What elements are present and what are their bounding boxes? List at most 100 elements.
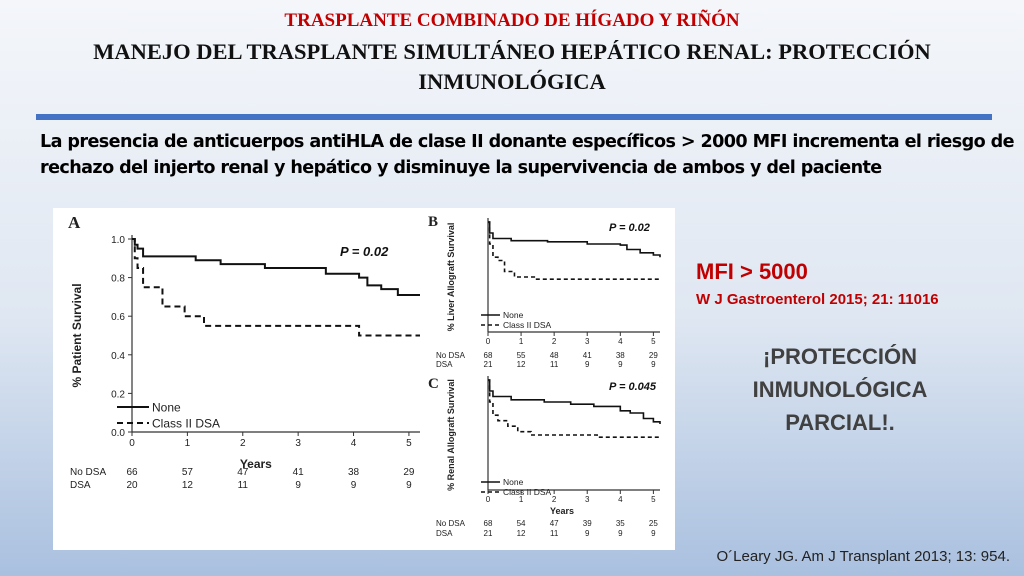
panel-b-x-tick-label: 4 (618, 337, 623, 346)
panel-a-series-none (132, 238, 420, 296)
panel-a-legend-label: Class II DSA (152, 417, 220, 431)
panel-b-legend-label: Class II DSA (503, 320, 552, 330)
panel-b-x-tick-label: 3 (585, 337, 590, 346)
panel-a-legend-label: None (152, 401, 181, 415)
panel-b-risk-value: 11 (550, 360, 559, 369)
panel-c-y-axis-label: % Renal Allograft Survival (446, 379, 456, 491)
panel-b-risk-value: 41 (583, 351, 592, 360)
panel-a-x-tick-label: 3 (295, 438, 301, 449)
panel-a-x-tick-label: 1 (185, 438, 191, 449)
title-divider (36, 114, 992, 120)
panel-a-risk-value: 47 (237, 467, 249, 478)
panel-a-y-tick-label: 0.0 (111, 428, 125, 439)
panel-c-risk-value: 9 (618, 529, 623, 538)
panel-c-p-value: P = 0.045 (609, 381, 657, 393)
panel-a-x-tick-label: 2 (240, 438, 246, 449)
panel-c-series-class-ii-dsa (488, 379, 661, 439)
panel-b-risk-value: 9 (585, 360, 590, 369)
panel-b-legend-label: None (503, 310, 524, 320)
panel-c-risk-value: 11 (550, 529, 559, 538)
panel-c-x-tick-label: 4 (618, 495, 623, 504)
survival-curves-svg: A0 1 2 3 4 50.00.20.40.60.81.0% Patient Survi… (68, 213, 661, 538)
panel-b-risk-value: 12 (517, 360, 526, 369)
panel-b-letter: B (428, 214, 438, 230)
panel-c-letter: C (428, 376, 439, 392)
panel-a-risk-row-label: DSA (70, 480, 91, 491)
panel-c-risk-value: 9 (651, 529, 656, 538)
panel-a-y-axis-label: % Patient Survival (70, 283, 84, 387)
panel-b-risk-row-label: No DSA (436, 351, 466, 360)
mfi-threshold: MFI > 5000 (696, 259, 808, 284)
panel-a-risk-value: 9 (351, 480, 357, 491)
panel-c-risk-value: 68 (484, 519, 493, 528)
panel-b-risk-value: 55 (517, 351, 526, 360)
panel-c-risk-value: 35 (616, 519, 625, 528)
survival-figure: A 0 1 2 3 4 5 0.0 0.2 0.4 0.6 0.8 1.0% Patient Survi… (53, 208, 675, 550)
panel-a-series-class-ii-dsa (132, 238, 420, 337)
panel-a-risk-value: 11 (238, 480, 249, 491)
panel-c-x-tick-label: 1 (519, 495, 524, 504)
slide-topic: TRASPLANTE COMBINADO DE HÍGADO Y RIÑÓN (284, 10, 740, 31)
protection-line-2: INMUNOLÓGICA (752, 377, 928, 402)
panel-a-risk-value: 12 (182, 480, 194, 491)
mfi-reference: W J Gastroenterol 2015; 21: 11016 (696, 291, 939, 308)
panel-a-risk-value: 38 (348, 467, 360, 478)
panel-c-x-tick-label: 0 (486, 495, 491, 504)
panel-a-risk-value: 41 (293, 467, 305, 478)
panel-c-risk-value: 12 (517, 529, 526, 538)
panel-a-x-axis-label: Years (240, 457, 272, 471)
panel-c-x-tick-label: 3 (585, 495, 590, 504)
panel-a-risk-value: 29 (403, 467, 415, 478)
panel-c-legend-label: None (503, 477, 524, 487)
panel-b-risk-value: 38 (616, 351, 625, 360)
panel-c-risk-value: 54 (517, 519, 526, 528)
panel-c-risk-value: 9 (585, 529, 590, 538)
panel-b-series-none (488, 221, 661, 258)
intro-text: La presencia de anticuerpos antiHLA de c… (40, 132, 1015, 178)
panel-b-p-value: P = 0.02 (609, 222, 650, 234)
panel-a-x-tick-label: 4 (351, 438, 357, 449)
panel-c-legend-label: Class II DSA (503, 487, 552, 497)
panel-c-series-none (488, 379, 661, 424)
panel-c-risk-row-label: DSA (436, 529, 453, 538)
panel-c-risk-value: 39 (583, 519, 592, 528)
panel-c-x-tick-label: 5 (651, 495, 656, 504)
panel-a-y-tick-label: 0.4 (111, 351, 125, 362)
panel-a-x-tick-label: 5 (406, 438, 412, 449)
panel-a-risk-value: 57 (182, 467, 194, 478)
panel-a-y-tick-label: 0.8 (111, 274, 125, 285)
panel-c-risk-value: 47 (550, 519, 559, 528)
panel-b-x-tick-label: 0 (486, 337, 491, 346)
protection-line-3: PARCIAL!. (785, 410, 895, 435)
panel-a-letter: A (68, 213, 81, 232)
panel-c-x-tick-label: 2 (552, 495, 557, 504)
panel-c-risk-row-label: No DSA (436, 519, 466, 528)
panel-c-risk-value: 21 (484, 529, 493, 538)
panel-b-risk-value: 48 (550, 351, 559, 360)
panel-a-p-value: P = 0.02 (340, 244, 389, 259)
panel-b-risk-value: 29 (649, 351, 658, 360)
panel-b-risk-value: 9 (651, 360, 656, 369)
panel-b-x-tick-label: 5 (651, 337, 656, 346)
panel-b-risk-value: 68 (484, 351, 493, 360)
panel-b-risk-row-label: DSA (436, 360, 453, 369)
protection-line-1: ¡PROTECCIÓN (763, 344, 917, 369)
panel-c-x-axis-label: Years (550, 506, 574, 516)
panel-b-risk-value: 21 (484, 360, 493, 369)
panel-c-risk-value: 25 (649, 519, 658, 528)
panel-b-series-class-ii-dsa (488, 221, 660, 280)
citation: O´Leary JG. Am J Transplant 2013; 13: 95… (716, 548, 1011, 565)
panel-a-risk-row-label: No DSA (70, 467, 106, 478)
panel-a-x-tick-label: 0 (129, 438, 135, 449)
panel-a-risk-value: 66 (126, 467, 138, 478)
panel-a-y-tick-label: 0.2 (111, 389, 125, 400)
panel-b-risk-value: 9 (618, 360, 623, 369)
panel-a-risk-value: 9 (406, 480, 412, 491)
panel-a-risk-value: 20 (126, 480, 138, 491)
slide-title: MANEJO DEL TRASPLANTE SIMULTÁNEO HEPÁTIC… (93, 39, 931, 94)
panel-a-y-tick-label: 1.0 (111, 235, 125, 246)
panel-b-x-tick-label: 1 (519, 337, 524, 346)
protection-statement: ¡PROTECCIÓN INMUNOLÓGICA PARCIAL!. (700, 340, 980, 439)
panel-b-y-axis-label: % Liver Allograft Survival (446, 223, 456, 332)
panel-a-risk-value: 9 (295, 480, 301, 491)
